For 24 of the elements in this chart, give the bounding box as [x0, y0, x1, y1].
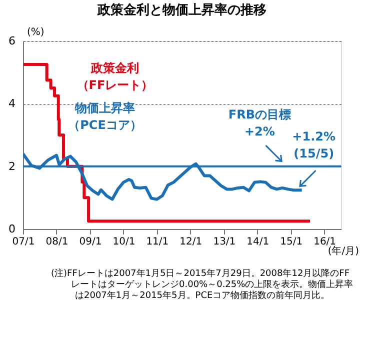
y-tick-label: 4: [8, 97, 16, 110]
x-tick-label: 11/1: [146, 236, 169, 248]
y-axis-title: (%): [27, 27, 44, 38]
x-tick-label: 13/1: [213, 236, 236, 248]
x-axis-title: (年/月): [328, 245, 360, 257]
annotation: +1.2% (15/5): [292, 129, 336, 160]
text: は2007年1月～2015年5月。PCEコア物価指数の前年同月比。: [75, 290, 330, 301]
y-tick-label: 2: [8, 160, 16, 173]
y-tick-label: 0: [8, 222, 16, 236]
y-tick-label: 6: [8, 34, 16, 48]
x-tick-label: 14/1: [246, 236, 270, 248]
text: 物価上昇率（PCEコア）: [68, 101, 142, 132]
x-tick-label: 12/1: [180, 236, 202, 248]
x-tick-label: 10/1: [112, 236, 136, 248]
x-tick-label: 16/1: [314, 236, 336, 248]
x-tick-label: 09/1: [79, 236, 102, 248]
chart-title: 政策金利と物価上昇率の推移: [96, 2, 266, 18]
text: レートはターゲットレンジ0.00%～0.25%の上限を表示。物価上昇率: [71, 279, 354, 290]
x-tick-label: 07/1: [12, 236, 35, 248]
annotation: FRBの目標 +2%: [228, 107, 291, 138]
x-tick-label: 08/1: [46, 236, 68, 248]
text: (注)FFレートは2007年1月5日～2015年7月29日。2008年12月以降のFF: [51, 268, 350, 279]
series-label: 政策金利（FFレート）: [76, 61, 154, 92]
x-tick-label: 15/1: [280, 236, 303, 248]
